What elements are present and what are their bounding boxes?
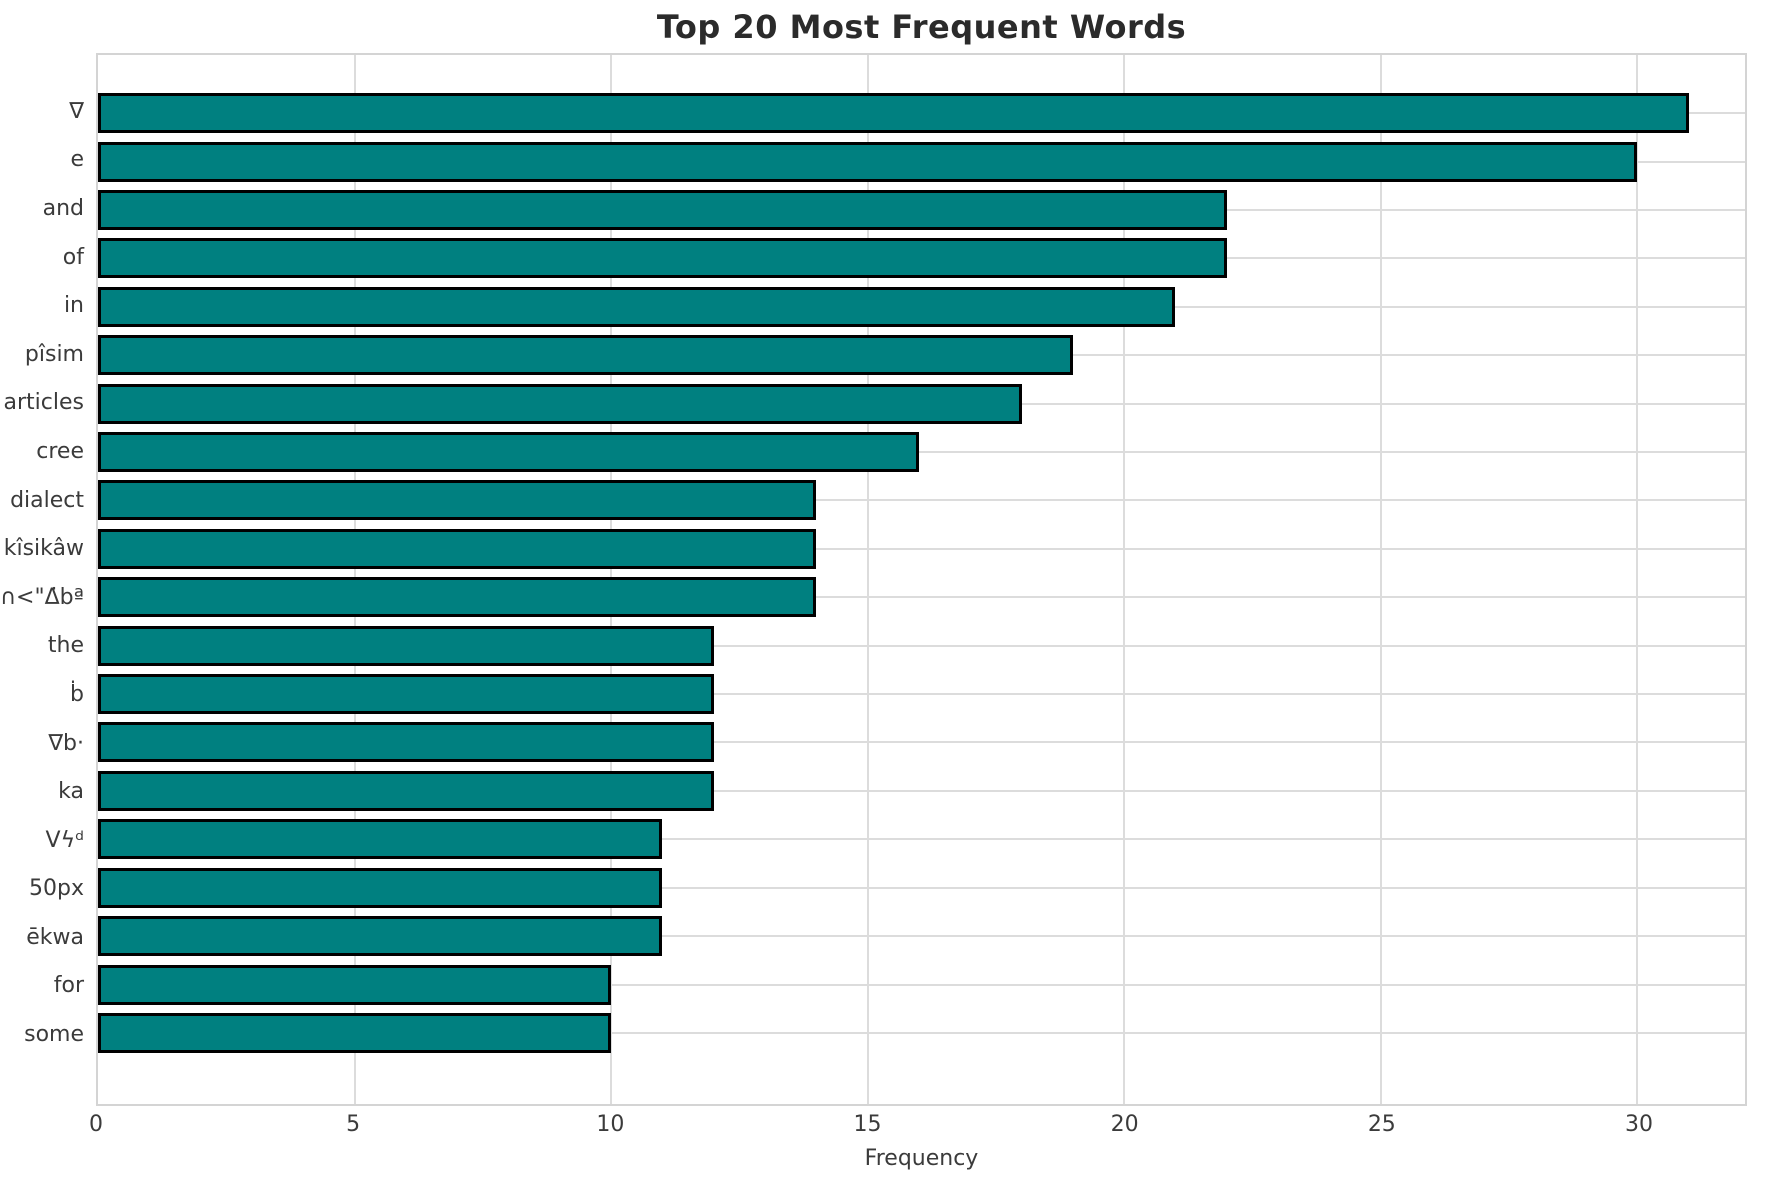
frequency-bar (98, 141, 1638, 182)
y-axis-label: ∩<"Δ̇bª (0, 584, 84, 610)
bar-row (98, 89, 1745, 137)
bar-row (98, 234, 1745, 282)
y-axis-labels: ∇ e and of in pîsim articles cree dialect kîsikâw… (0, 87, 84, 1059)
gridline-y (98, 451, 1745, 454)
bar-row (98, 331, 1745, 379)
frequency-bar (98, 577, 817, 618)
gridline-y (98, 693, 1745, 696)
frequency-bar (98, 625, 714, 666)
bar-row (98, 864, 1745, 912)
y-axis-label: ∇ (69, 98, 84, 124)
gridline-x-20 (1123, 55, 1126, 1104)
y-axis-label: the (47, 633, 84, 659)
y-axis-label: ḃ (70, 681, 84, 707)
bar-row (98, 525, 1745, 573)
x-axis-tick-label: 5 (346, 1112, 361, 1137)
frequency-bar (98, 480, 817, 521)
bar-rows (98, 89, 1745, 1057)
frequency-bar (98, 335, 1073, 376)
bar-row (98, 1009, 1745, 1057)
gridline-y (98, 886, 1745, 889)
y-axis-label: kîsikâw (3, 536, 84, 562)
y-axis-label: pîsim (24, 341, 84, 367)
bar-row (98, 186, 1745, 234)
gridline-y (98, 596, 1745, 599)
bar-row (98, 767, 1745, 815)
x-axis-tick-label: 15 (853, 1112, 882, 1137)
bar-row (98, 573, 1745, 621)
plot-area (96, 53, 1747, 1106)
x-axis-tick-label: 10 (596, 1112, 625, 1137)
frequency-bar (98, 770, 714, 811)
bar-row (98, 283, 1745, 331)
y-axis-label: of (62, 244, 84, 270)
y-axis-label: and (42, 195, 84, 221)
bar-row (98, 960, 1745, 1008)
x-axis-tick-label: 25 (1367, 1112, 1396, 1137)
y-axis-label: ∇b· (48, 730, 84, 756)
frequency-bar (98, 916, 663, 957)
gridline-y (98, 1031, 1745, 1034)
y-axis-label: e (70, 147, 84, 173)
frequency-bar (98, 867, 663, 908)
y-axis-label: Vϟᵈ (45, 827, 84, 853)
bar-row (98, 428, 1745, 476)
gridline-y (98, 789, 1745, 792)
gridline-y (98, 499, 1745, 502)
gridline-x-30 (1636, 55, 1639, 1104)
x-axis-ticks: 0 5 10 15 20 25 30 (89, 1112, 1747, 1142)
bar-row (98, 815, 1745, 863)
frequency-bar (98, 722, 714, 763)
y-axis-label: dialect (10, 487, 84, 513)
bar-row (98, 718, 1745, 766)
frequency-bar (98, 432, 919, 473)
gridline-y (98, 547, 1745, 550)
frequency-bar (98, 1012, 612, 1053)
gridline-x-25 (1379, 55, 1382, 1104)
x-axis-title: Frequency (864, 1146, 979, 1171)
frequency-bar (98, 964, 612, 1005)
y-axis-label: some (24, 1022, 84, 1048)
x-axis-tick-label: 20 (1110, 1112, 1139, 1137)
y-axis-label: for (53, 973, 84, 999)
y-axis-label: 50px (29, 876, 84, 902)
y-axis-label: articles (3, 390, 84, 416)
frequency-bar (98, 383, 1022, 424)
frequency-bar (98, 238, 1227, 279)
gridline-y (98, 983, 1745, 986)
frequency-bar (98, 528, 817, 569)
chart-title: Top 20 Most Frequent Words (656, 8, 1187, 46)
frequency-bar (98, 190, 1227, 231)
gridline-x-15 (866, 55, 869, 1104)
bar-row (98, 379, 1745, 427)
gridline-y (98, 741, 1745, 744)
frequency-bar (98, 819, 663, 860)
bar-row (98, 670, 1745, 718)
y-axis-label: ēkwa (26, 924, 84, 950)
bar-row (98, 912, 1745, 960)
frequency-bar (98, 93, 1689, 134)
frequency-bar (98, 674, 714, 715)
frequency-bar (98, 286, 1176, 327)
y-axis-label: ka (58, 779, 84, 805)
gridline-y (98, 644, 1745, 647)
gridline-y (98, 838, 1745, 841)
y-axis-label: in (63, 293, 84, 319)
x-axis-tick-label: 30 (1624, 1112, 1653, 1137)
y-axis-label: cree (36, 438, 84, 464)
bar-row (98, 476, 1745, 524)
x-axis-tick-label: 0 (89, 1112, 103, 1137)
gridline-y (98, 935, 1745, 938)
bar-row (98, 621, 1745, 669)
bar-row (98, 137, 1745, 185)
